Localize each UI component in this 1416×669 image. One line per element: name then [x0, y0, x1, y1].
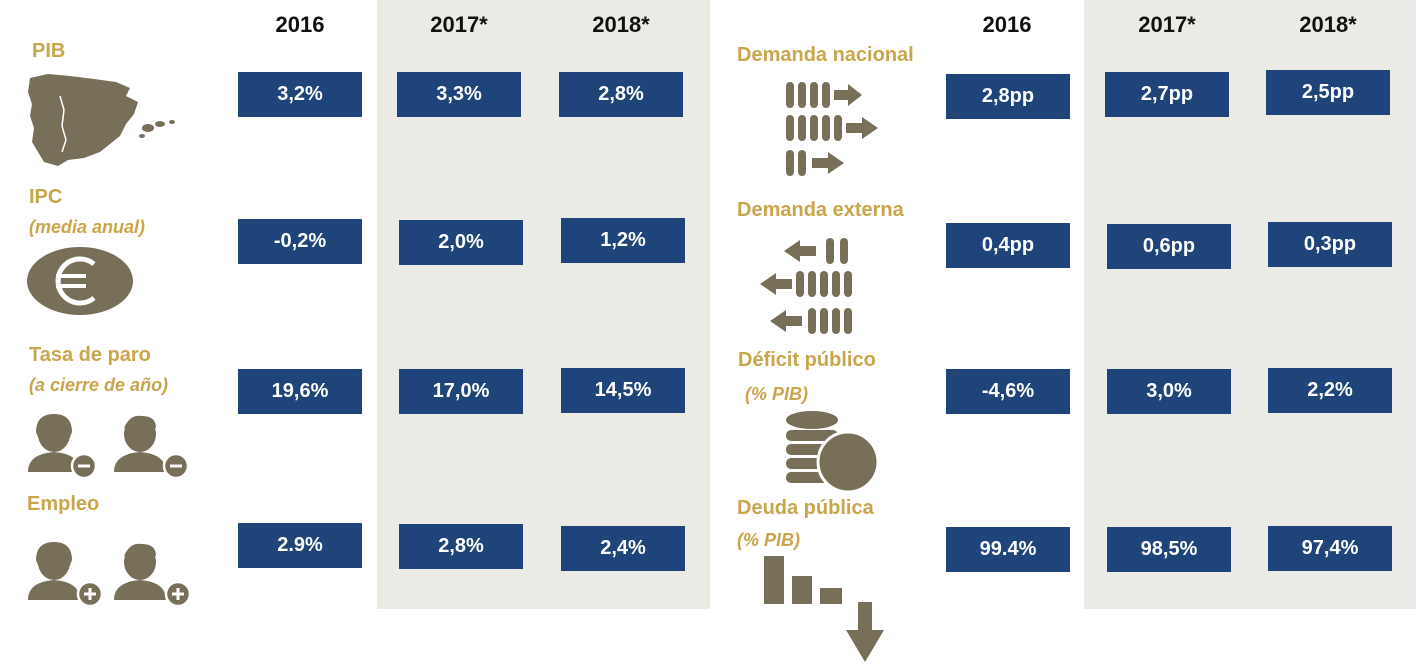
value-empleo-2016: 2.9% — [238, 523, 362, 568]
label-deficit-publico: Déficit público — [738, 349, 876, 371]
sub-tasa-paro: (a cierre de año) — [29, 375, 169, 395]
value-ipc-2016: -0,2% — [238, 219, 362, 264]
label-deuda-publica: Deuda pública — [737, 497, 874, 519]
inward-demand-icon — [786, 82, 878, 176]
value-deficit-2018: 2,2% — [1268, 368, 1392, 413]
value-deuda-2018: 97,4% — [1268, 526, 1392, 571]
value-ipc-2018: 1,2% — [561, 218, 685, 263]
label-empleo: Empleo — [27, 493, 100, 515]
sub-ipc: (media anual) — [29, 217, 146, 237]
people-plus-icon — [28, 542, 192, 608]
value-deuda-2016: 99.4% — [946, 527, 1070, 572]
value-deficit-2016: -4,6% — [946, 369, 1070, 414]
value-demanda-nacional-2016: 2,8pp — [946, 74, 1070, 119]
right-year-2018: 2018* — [1299, 12, 1357, 37]
value-pib-2017: 3,3% — [397, 72, 521, 117]
label-ipc: IPC — [29, 186, 63, 208]
value-ipc-2017: 2,0% — [399, 220, 523, 265]
value-paro-2018: 14,5% — [561, 368, 685, 413]
label-demanda-nacional: Demanda nacional — [737, 44, 914, 66]
outward-demand-icon — [760, 238, 852, 334]
value-demanda-externa-2017: 0,6pp — [1107, 224, 1231, 269]
value-demanda-externa-2018: 0,3pp — [1268, 222, 1392, 267]
value-demanda-nacional-2017: 2,7pp — [1105, 72, 1229, 117]
label-demanda-externa: Demanda externa — [737, 199, 904, 221]
left-year-2017: 2017* — [430, 12, 488, 37]
value-demanda-nacional-2018: 2,5pp — [1266, 70, 1390, 115]
declining-bars-icon — [764, 556, 884, 662]
value-deficit-2017: 3,0% — [1107, 369, 1231, 414]
left-year-2018: 2018* — [592, 12, 650, 37]
value-deuda-2017: 98,5% — [1107, 527, 1231, 572]
people-minus-icon — [28, 414, 190, 480]
value-empleo-2018: 2,4% — [561, 526, 685, 571]
euro-coin-icon — [27, 247, 133, 315]
sub-deficit-publico: (% PIB) — [745, 384, 808, 404]
left-year-2016: 2016 — [275, 12, 325, 37]
label-pib: PIB — [32, 40, 66, 62]
value-demanda-externa-2016: 0,4pp — [946, 223, 1070, 268]
label-tasa-paro: Tasa de paro — [29, 344, 151, 366]
right-year-2016: 2016 — [982, 12, 1032, 37]
value-empleo-2017: 2,8% — [399, 524, 523, 569]
coins-stack-icon — [786, 411, 880, 494]
spain-map-icon — [28, 74, 175, 166]
value-paro-2017: 17,0% — [399, 369, 523, 414]
value-pib-2018: 2,8% — [559, 72, 683, 117]
sub-deuda-publica: (% PIB) — [737, 530, 800, 550]
right-year-2017: 2017* — [1138, 12, 1196, 37]
value-pib-2016: 3,2% — [238, 72, 362, 117]
value-paro-2016: 19,6% — [238, 369, 362, 414]
